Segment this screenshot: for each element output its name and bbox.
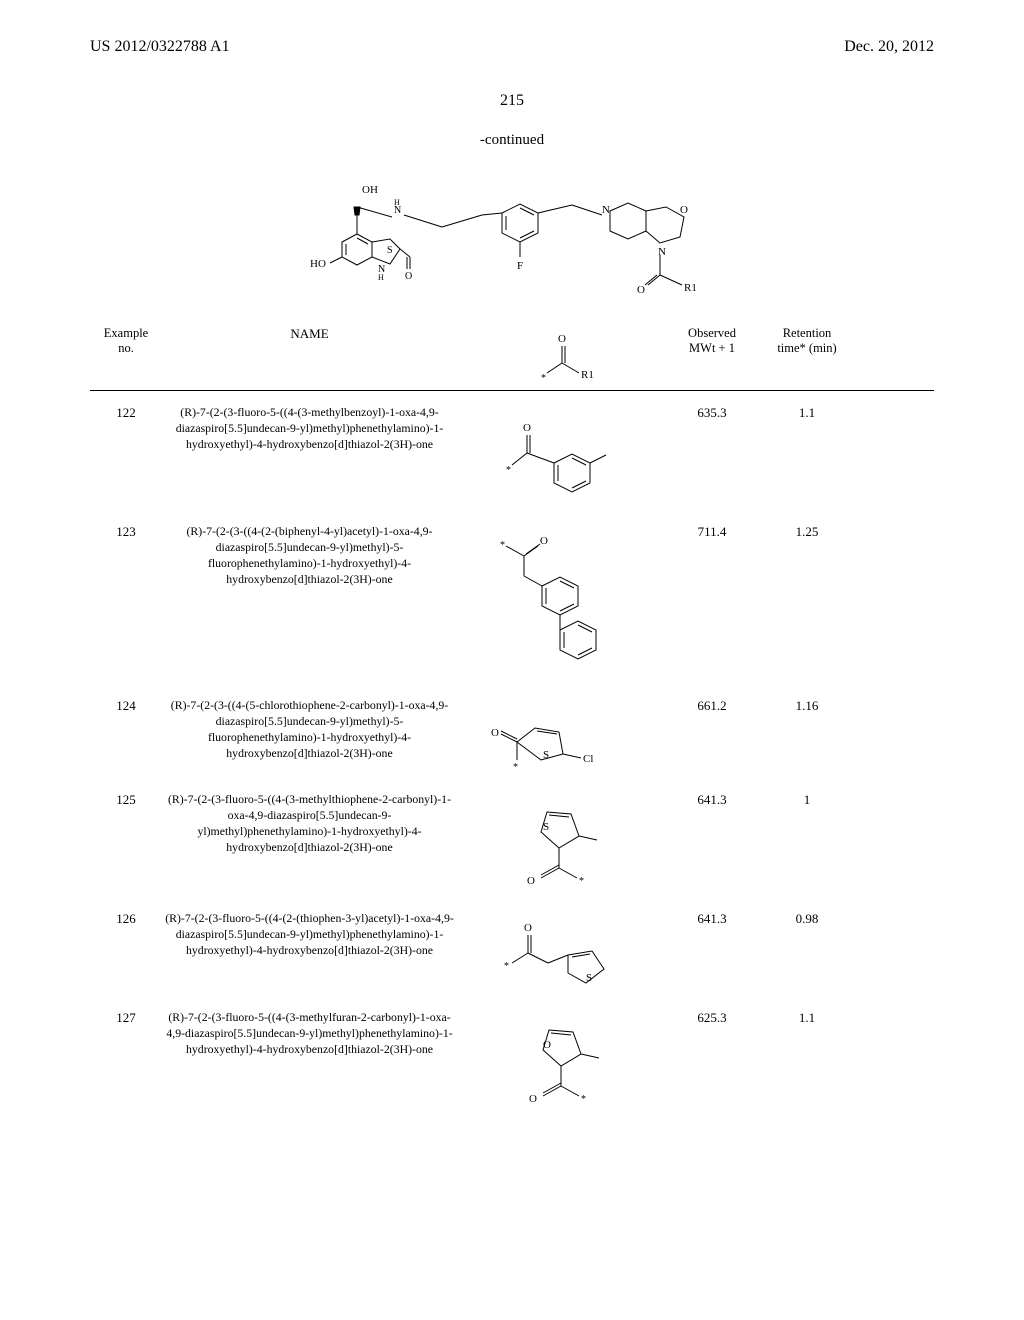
compound-name: (R)-7-(2-(3-fluoro-5-((4-(3-methylthioph…: [162, 792, 457, 897]
table-row: 125(R)-7-(2-(3-fluoro-5-((4-(3-methylthi…: [90, 778, 934, 897]
compound-name: (R)-7-(2-(3-((4-(5-chlorothiophene-2-car…: [162, 698, 457, 778]
patent-date: Dec. 20, 2012: [844, 38, 934, 56]
col-retention-time: Retentiontime* (min): [757, 326, 857, 384]
svg-text:S: S: [586, 972, 592, 984]
svg-text:O: O: [637, 284, 645, 296]
r1-structure: * O S: [457, 911, 667, 996]
compound-name: (R)-7-(2-(3-fluoro-5-((4-(3-methylbenzoy…: [162, 405, 457, 510]
table-header-row: Exampleno. NAME O * R1 ObservedMWt + 1: [90, 326, 934, 391]
col-example-no: Exampleno.: [90, 326, 162, 384]
table-row: 122(R)-7-(2-(3-fluoro-5-((4-(3-methylben…: [90, 391, 934, 510]
svg-text:N: N: [658, 246, 666, 258]
svg-text:O: O: [491, 727, 499, 739]
retention-time: 1: [757, 792, 857, 897]
svg-text:*: *: [581, 1094, 586, 1105]
table-row: 123(R)-7-(2-(3-((4-(2-(biphenyl-4-yl)ace…: [90, 510, 934, 684]
svg-text:O: O: [680, 204, 688, 216]
retention-time: 1.25: [757, 524, 857, 684]
r1-structure: O O *: [457, 1010, 667, 1115]
page-number: 215: [0, 92, 1024, 110]
example-no: 126: [90, 911, 162, 996]
compound-name: (R)-7-(2-(3-((4-(2-(biphenyl-4-yl)acetyl…: [162, 524, 457, 684]
compound-name: (R)-7-(2-(3-fluoro-5-((4-(3-methylfuran-…: [162, 1010, 457, 1115]
col-observed-mwt: ObservedMWt + 1: [667, 326, 757, 384]
col-name: NAME: [162, 326, 457, 384]
svg-text:S: S: [543, 749, 549, 761]
svg-text:OH: OH: [362, 184, 378, 196]
svg-text:R1: R1: [684, 282, 697, 294]
svg-text:O: O: [523, 422, 531, 434]
svg-text:Cl: Cl: [583, 753, 593, 765]
svg-text:R1: R1: [581, 369, 594, 381]
observed-mwt: 641.3: [667, 911, 757, 996]
svg-text:O: O: [524, 922, 532, 934]
svg-text:H: H: [378, 273, 384, 282]
observed-mwt: 641.3: [667, 792, 757, 897]
compound-table: Exampleno. NAME O * R1 ObservedMWt + 1: [90, 326, 934, 1115]
svg-text:*: *: [513, 762, 518, 773]
svg-text:H: H: [394, 198, 400, 207]
svg-text:O: O: [540, 535, 548, 547]
scaffold-structure: S N H O HO OH N H F: [0, 157, 1024, 312]
observed-mwt: 635.3: [667, 405, 757, 510]
svg-text:*: *: [579, 876, 584, 887]
svg-text:*: *: [506, 465, 511, 476]
compound-name: (R)-7-(2-(3-fluoro-5-((4-(2-(thiophen-3-…: [162, 911, 457, 996]
observed-mwt: 711.4: [667, 524, 757, 684]
r1-structure: O * S Cl: [457, 698, 667, 778]
observed-mwt: 625.3: [667, 1010, 757, 1115]
col-r1: O * R1: [457, 326, 667, 384]
retention-time: 1.16: [757, 698, 857, 778]
table-row: 127(R)-7-(2-(3-fluoro-5-((4-(3-methylfur…: [90, 996, 934, 1115]
patent-number: US 2012/0322788 A1: [90, 38, 230, 56]
example-no: 123: [90, 524, 162, 684]
svg-text:N: N: [602, 204, 610, 216]
svg-text:O: O: [543, 1039, 551, 1051]
svg-text:O: O: [529, 1093, 537, 1105]
svg-text:O: O: [527, 875, 535, 887]
table-row: 124(R)-7-(2-(3-((4-(5-chlorothiophene-2-…: [90, 684, 934, 778]
observed-mwt: 661.2: [667, 698, 757, 778]
example-no: 122: [90, 405, 162, 510]
example-no: 125: [90, 792, 162, 897]
table-row: 126(R)-7-(2-(3-fluoro-5-((4-(2-(thiophen…: [90, 897, 934, 996]
example-no: 127: [90, 1010, 162, 1115]
svg-text:*: *: [500, 540, 505, 551]
svg-text:*: *: [541, 373, 546, 384]
continued-label: -continued: [0, 132, 1024, 149]
retention-time: 1.1: [757, 405, 857, 510]
svg-text:O: O: [558, 333, 566, 345]
svg-text:S: S: [387, 245, 393, 256]
retention-time: 0.98: [757, 911, 857, 996]
svg-text:O: O: [405, 271, 412, 282]
example-no: 124: [90, 698, 162, 778]
svg-text:F: F: [517, 260, 523, 272]
r1-structure: S O *: [457, 792, 667, 897]
retention-time: 1.1: [757, 1010, 857, 1115]
page-header: US 2012/0322788 A1 Dec. 20, 2012: [0, 0, 1024, 64]
svg-text:*: *: [504, 961, 509, 972]
svg-text:S: S: [543, 821, 549, 833]
r1-structure: * O: [457, 405, 667, 510]
svg-text:HO: HO: [310, 258, 326, 270]
r1-structure: * O: [457, 524, 667, 684]
